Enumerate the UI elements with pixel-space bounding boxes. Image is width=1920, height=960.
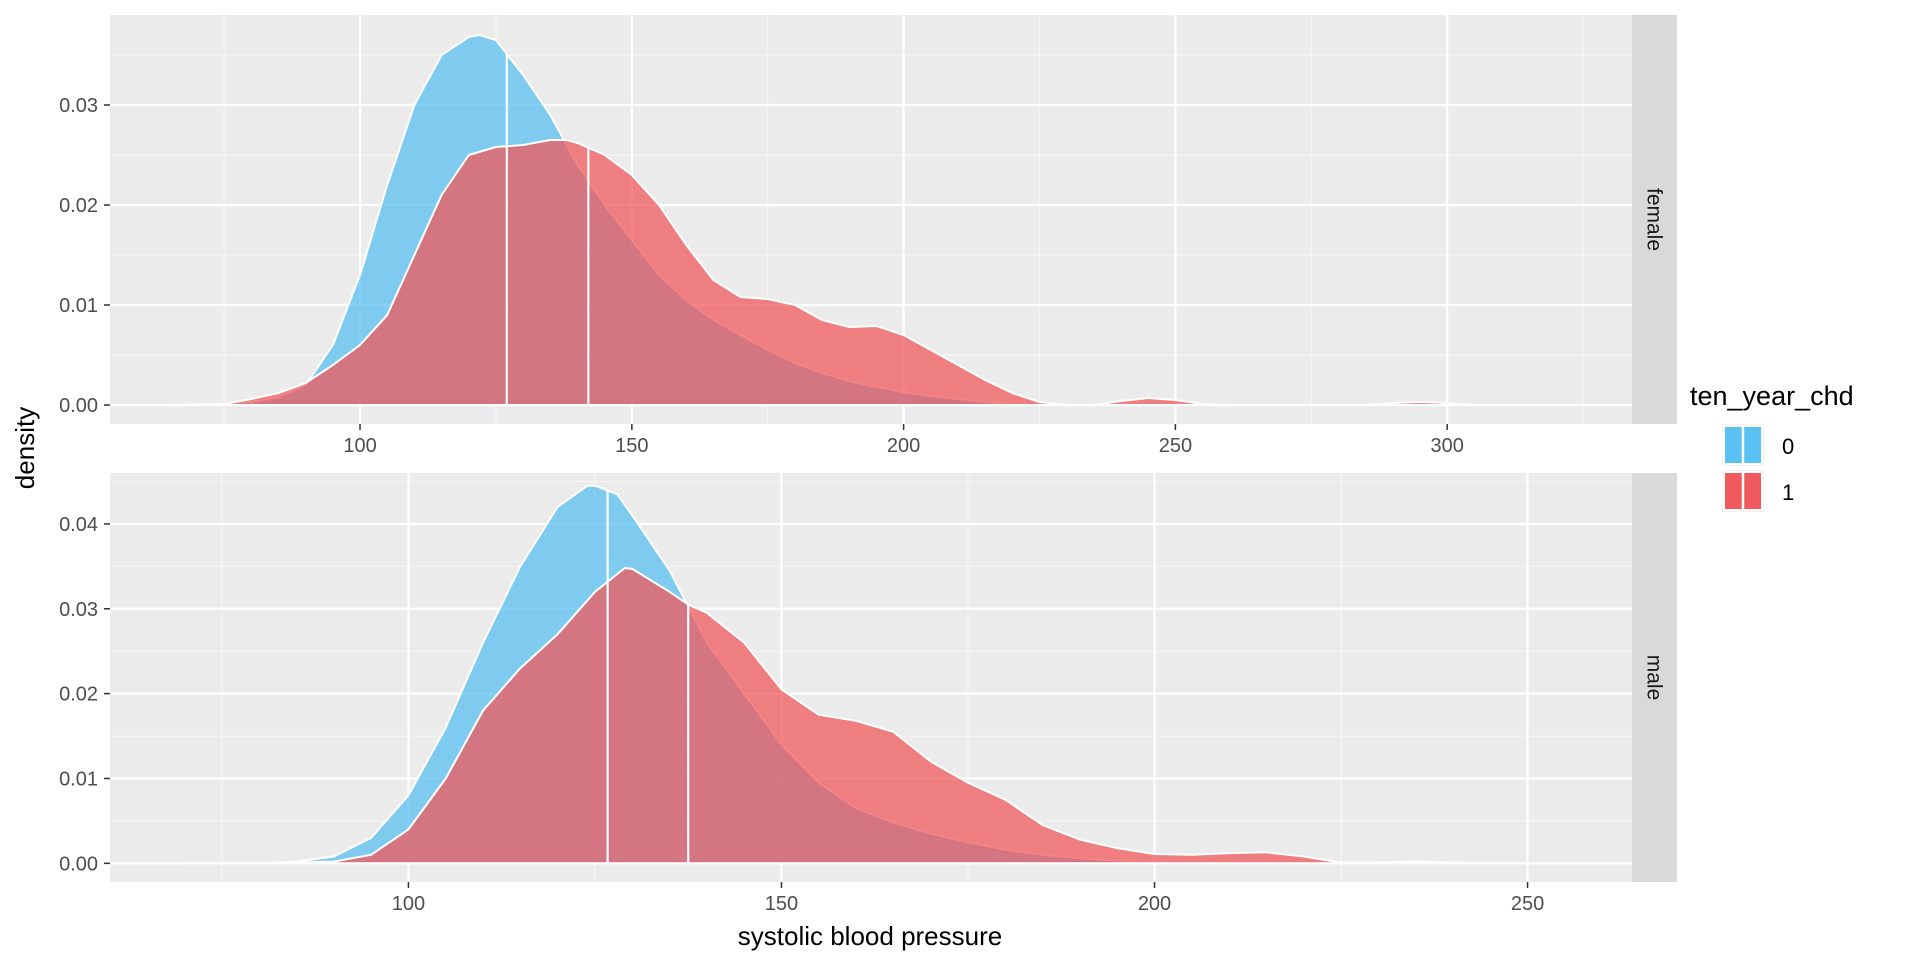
facet-strip-label-male: male bbox=[1643, 655, 1666, 701]
y-tick-label: 0.03 bbox=[59, 599, 98, 621]
y-tick-label: 0.00 bbox=[59, 853, 98, 875]
facet-panel-male: male 100 150 200 250 0.00 0.01 0.02 0.03 0.04 bbox=[59, 473, 1677, 915]
legend-title: ten_year_chd bbox=[1690, 381, 1854, 411]
facet-strip-male bbox=[1632, 473, 1677, 882]
legend-label-1: 1 bbox=[1782, 480, 1794, 505]
y-tick-label: 0.01 bbox=[59, 768, 98, 790]
density-area-series-1 bbox=[183, 567, 1529, 865]
legend: ten_year_chd 0 1 bbox=[1690, 381, 1854, 512]
x-tick-label: 100 bbox=[392, 893, 425, 915]
x-tick-label: 150 bbox=[615, 435, 648, 457]
y-tick-label: 0.02 bbox=[59, 684, 98, 706]
y-tick-label: 0.04 bbox=[59, 514, 98, 536]
x-axis-title: systolic blood pressure bbox=[738, 921, 1002, 951]
x-tick-label: 300 bbox=[1430, 435, 1463, 457]
x-tick-label: 250 bbox=[1159, 435, 1192, 457]
x-tick-label: 200 bbox=[887, 435, 920, 457]
y-tick-label: 0.01 bbox=[59, 295, 98, 317]
facet-panel-female: female 100 150 200 250 300 0.00 0.01 0.02 0.03 bbox=[59, 15, 1677, 457]
density-area-series-1 bbox=[168, 139, 1503, 406]
x-tick-label: 250 bbox=[1511, 893, 1544, 915]
y-axis-title: density bbox=[10, 407, 40, 489]
legend-entry-1: 1 bbox=[1722, 470, 1794, 512]
legend-entry-0: 0 bbox=[1722, 424, 1794, 466]
y-tick-label: 0.03 bbox=[59, 95, 98, 117]
legend-label-0: 0 bbox=[1782, 434, 1794, 459]
x-tick-label: 150 bbox=[765, 893, 798, 915]
x-tick-label: 200 bbox=[1138, 893, 1171, 915]
x-tick-label: 100 bbox=[343, 435, 376, 457]
facet-strip-female bbox=[1632, 15, 1677, 424]
y-tick-label: 0.02 bbox=[59, 195, 98, 217]
facet-strip-label-female: female bbox=[1643, 188, 1666, 251]
y-tick-label: 0.00 bbox=[59, 395, 98, 417]
